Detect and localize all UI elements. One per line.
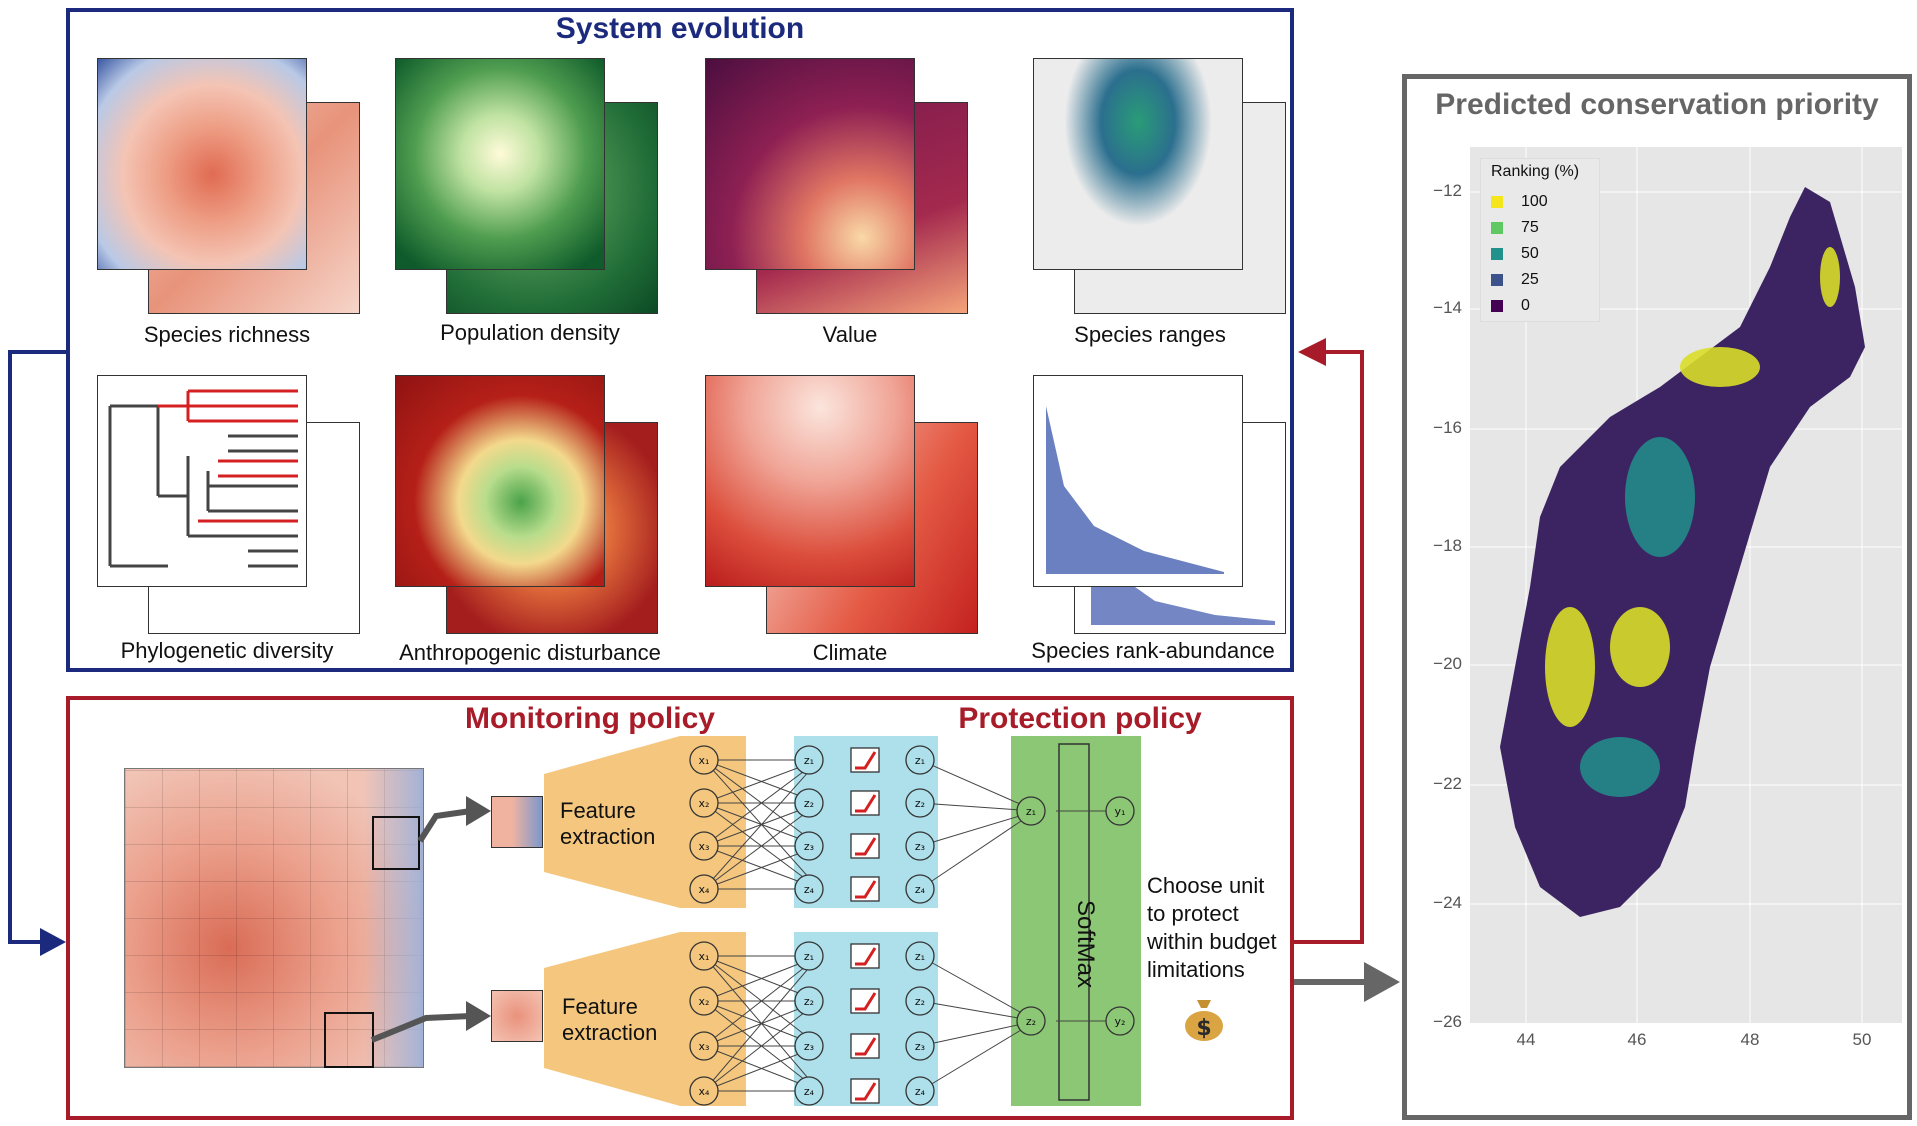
svg-text:z₃: z₃ — [804, 1040, 814, 1053]
svg-text:z₁: z₁ — [915, 754, 925, 767]
system-evolution-title: System evolution — [555, 12, 805, 45]
policy-box — [66, 696, 1294, 1120]
svg-text:z₃: z₃ — [915, 1040, 925, 1053]
svg-text:z₃: z₃ — [915, 840, 925, 853]
legend-item: 100 — [1491, 189, 1548, 215]
x-tick: 46 — [1627, 1030, 1647, 1049]
svg-text:z₄: z₄ — [804, 883, 815, 896]
svg-text:z₄: z₄ — [915, 1085, 926, 1098]
monitoring-policy-title: Monitoring policy — [465, 702, 715, 735]
swatch-75 — [1491, 222, 1503, 234]
legend-item: 50 — [1491, 241, 1548, 267]
y-tick: −12 — [1433, 181, 1462, 200]
relu-icons — [855, 751, 877, 1101]
y-tick: −18 — [1433, 536, 1462, 555]
svg-text:z₂: z₂ — [915, 995, 925, 1008]
svg-text:y₁: y₁ — [1115, 805, 1126, 818]
swatch-0 — [1491, 300, 1503, 312]
svg-text:z₁: z₁ — [804, 754, 814, 767]
system-evolution-box — [66, 8, 1294, 672]
label-climate: Climate — [812, 640, 888, 665]
patch-bottom — [491, 990, 543, 1042]
svg-text:z₂: z₂ — [915, 797, 925, 810]
patch-top — [491, 796, 543, 848]
svg-text:y₂: y₂ — [1115, 1015, 1126, 1028]
y-tick: −14 — [1433, 298, 1462, 317]
svg-text:z₃: z₃ — [804, 840, 814, 853]
feature-extraction-top: Feature extraction — [560, 798, 656, 849]
svg-text:x₂: x₂ — [699, 995, 710, 1008]
map-title: Predicted conservation priority — [1435, 88, 1879, 121]
svg-text:x₁: x₁ — [699, 950, 710, 963]
rank-abundance-back-graphic — [1091, 513, 1275, 625]
svg-text:x₂: x₂ — [699, 797, 710, 810]
choose-unit-text: Choose unit to protect within budget lim… — [1147, 873, 1277, 982]
svg-text:x₄: x₄ — [699, 883, 711, 896]
legend-item: 75 — [1491, 215, 1548, 241]
rank-abundance-front-graphic — [1046, 406, 1224, 574]
network-edges — [703, 759, 1115, 1092]
y-tick: −16 — [1433, 418, 1462, 437]
svg-text:z₄: z₄ — [915, 883, 926, 896]
label-anthropogenic-disturbance: Anthropogenic disturbance — [399, 640, 661, 665]
swatch-100 — [1491, 196, 1503, 208]
label-value: Value — [822, 322, 878, 347]
y-tick: −22 — [1433, 774, 1462, 793]
map-box — [1402, 74, 1912, 1120]
policy-network-diagram: x₁ x₂ x₃ x₄ x₁ x₂ x₃ x₄ z₁ z₂ z₃ z₄ z₁ z₂ z₃ z₄ z₁ z₂… — [370, 736, 1141, 1106]
protection-policy-title: Protection policy — [958, 702, 1202, 735]
svg-text:z₂: z₂ — [1026, 1015, 1036, 1028]
money-bag-icon: $ — [1183, 994, 1225, 1042]
legend-title: Ranking (%) — [1491, 163, 1580, 180]
x-tick: 48 — [1740, 1030, 1760, 1049]
svg-text:z₂: z₂ — [804, 995, 814, 1008]
svg-text:x₃: x₃ — [699, 1040, 710, 1053]
x-tick: 50 — [1852, 1030, 1872, 1049]
svg-text:x₄: x₄ — [699, 1085, 711, 1098]
svg-text:z₁: z₁ — [915, 950, 925, 963]
y-tick: −26 — [1433, 1012, 1462, 1031]
legend-item: 0 — [1491, 293, 1548, 319]
svg-text:z₁: z₁ — [804, 950, 814, 963]
label-species-richness: Species richness — [143, 322, 311, 347]
feature-extraction-bottom: Feature extraction — [562, 994, 658, 1045]
swatch-50 — [1491, 248, 1503, 260]
swatch-25 — [1491, 274, 1503, 286]
svg-text:z₄: z₄ — [804, 1085, 815, 1098]
map-legend: Ranking (%) 100 75 50 25 0 — [1480, 158, 1600, 322]
legend-item: 25 — [1491, 267, 1548, 293]
y-tick: −24 — [1433, 893, 1462, 912]
madagascar-map — [1470, 147, 1902, 1023]
svg-text:x₃: x₃ — [699, 840, 710, 853]
grid-selection-top[interactable] — [372, 816, 420, 870]
node-labels: x₁ x₂ x₃ x₄ x₁ x₂ x₃ x₄ z₁ z₂ z₃ z₄ z₁ z₂ z₃ z₄ z₁ z₂… — [699, 754, 1126, 1098]
legend-items: 100 75 50 25 0 — [1491, 189, 1548, 319]
y-tick: −20 — [1433, 654, 1462, 673]
svg-text:z₁: z₁ — [1026, 805, 1036, 818]
output-nodes — [1016, 796, 1135, 1036]
island-shape — [1500, 187, 1865, 917]
label-species-rank-abundance: Species rank-abundance — [1031, 638, 1275, 663]
input-nodes — [689, 745, 719, 1106]
label-species-ranges: Species ranges — [1074, 322, 1226, 347]
x-tick: 44 — [1516, 1030, 1536, 1049]
svg-text:$: $ — [1196, 1016, 1211, 1041]
hidden-nodes — [794, 745, 935, 1106]
label-population-density: Population density — [440, 320, 620, 345]
phylogeny-tree-graphic — [108, 389, 298, 568]
label-phylogenetic-diversity: Phylogenetic diversity — [120, 638, 334, 663]
svg-text:x₁: x₁ — [699, 754, 710, 767]
svg-text:z₂: z₂ — [804, 797, 814, 810]
